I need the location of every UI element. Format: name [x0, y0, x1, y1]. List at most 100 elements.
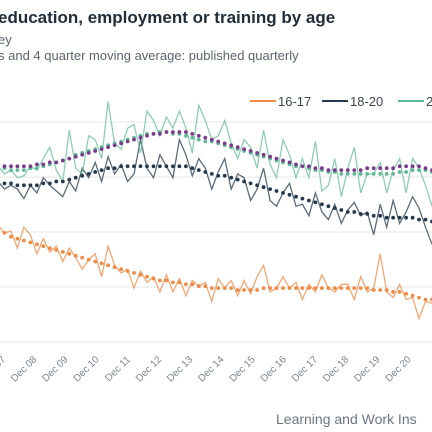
trend-point: [93, 170, 98, 174]
trend-point: [307, 286, 311, 290]
trend-point: [145, 133, 149, 138]
trend-point: [15, 236, 20, 241]
trend-point: [274, 189, 279, 193]
trend-point: [417, 168, 421, 173]
trend-point: [80, 255, 85, 260]
x-tick-label: Dec 08: [9, 354, 39, 384]
trend-point: [300, 196, 305, 201]
trend-point: [410, 215, 415, 220]
trend-point: [242, 288, 247, 292]
trend-point: [47, 181, 52, 186]
trend-point: [35, 242, 39, 247]
trend-point: [151, 132, 156, 136]
trend-point: [164, 164, 169, 169]
trend-point: [190, 135, 195, 140]
trend-point: [294, 194, 298, 199]
trend-point: [47, 160, 52, 165]
trend-point: [384, 215, 389, 220]
trend-point: [28, 240, 33, 245]
trend-point: [410, 164, 415, 169]
trend-point: [132, 271, 136, 275]
trend-point: [41, 162, 46, 167]
trend-point: [158, 278, 162, 283]
trend-point: [158, 164, 162, 169]
trend-point: [73, 253, 78, 258]
trend-point: [86, 151, 91, 155]
trend-point: [229, 143, 234, 148]
trend-point: [358, 212, 363, 216]
trend-point: [119, 141, 123, 146]
trend-point: [417, 217, 421, 222]
trend-point: [54, 248, 59, 252]
trend-point: [222, 141, 227, 146]
trend-point: [261, 185, 266, 190]
trend-point: [287, 192, 292, 197]
trend-point: [216, 286, 221, 290]
trend-point: [294, 286, 298, 290]
trend-point: [345, 168, 350, 173]
x-tick-label: Dec 16: [259, 354, 289, 384]
trend-point: [60, 158, 65, 163]
trend-point: [138, 135, 143, 140]
trend-point: [320, 286, 324, 290]
trend-point: [2, 164, 7, 169]
trend-point: [404, 164, 408, 169]
trend-point: [41, 244, 46, 249]
trend-point: [184, 133, 188, 138]
trend-point: [248, 149, 253, 153]
trend-point: [28, 183, 33, 188]
series-line-2: [0, 101, 432, 207]
trend-point: [125, 269, 130, 273]
trend-point: [365, 166, 370, 171]
x-tick-label: Dec 20: [384, 354, 414, 384]
trend-point: [320, 202, 324, 207]
trend-point: [119, 164, 123, 169]
trend-point: [404, 170, 408, 174]
trend-point: [164, 278, 169, 283]
trend-point: [145, 164, 149, 169]
trend-dots-18-20: [2, 164, 432, 224]
trend-point: [365, 286, 370, 290]
x-tick-label: Dec 10: [72, 354, 102, 384]
trend-point: [41, 181, 46, 186]
trend-point: [287, 160, 292, 165]
trend-point: [326, 286, 331, 290]
trend-point: [307, 164, 311, 169]
trend-point: [15, 164, 20, 169]
trend-point: [203, 170, 208, 174]
trend-point: [60, 179, 65, 184]
series-line-16-17: [0, 225, 432, 321]
trend-point: [229, 175, 234, 180]
trend-point: [171, 280, 175, 285]
series-line-18-20: [0, 137, 432, 245]
trend-point: [313, 166, 318, 171]
trend-point: [35, 183, 39, 188]
chart-subtitle-detail: s and 4 quarter moving average: publishe…: [0, 48, 299, 63]
chart-title: education, employment or training by age: [0, 8, 336, 27]
trend-point: [287, 286, 292, 290]
trend-point: [54, 160, 59, 165]
trend-point: [190, 282, 195, 287]
x-tick-label: Dec 14: [196, 354, 226, 384]
trend-point: [28, 164, 33, 169]
trend-point: [332, 286, 337, 290]
trend-point: [365, 212, 370, 216]
trend-point: [332, 206, 337, 211]
trend-point: [268, 187, 272, 192]
trend-point: [423, 166, 428, 171]
trend-point: [22, 238, 26, 243]
trend-point: [339, 172, 344, 176]
trend-point: [358, 172, 363, 176]
trend-point: [184, 130, 188, 134]
trend-point: [345, 210, 350, 214]
trend-point: [86, 257, 91, 262]
trend-point: [268, 154, 272, 159]
trend-point: [22, 164, 26, 169]
trend-point: [15, 168, 20, 173]
legend-label: 2: [426, 94, 432, 109]
trend-point: [184, 164, 188, 169]
trend-point: [242, 179, 247, 184]
trend-point: [397, 170, 402, 174]
trend-point: [216, 139, 221, 144]
trend-point: [158, 132, 162, 136]
